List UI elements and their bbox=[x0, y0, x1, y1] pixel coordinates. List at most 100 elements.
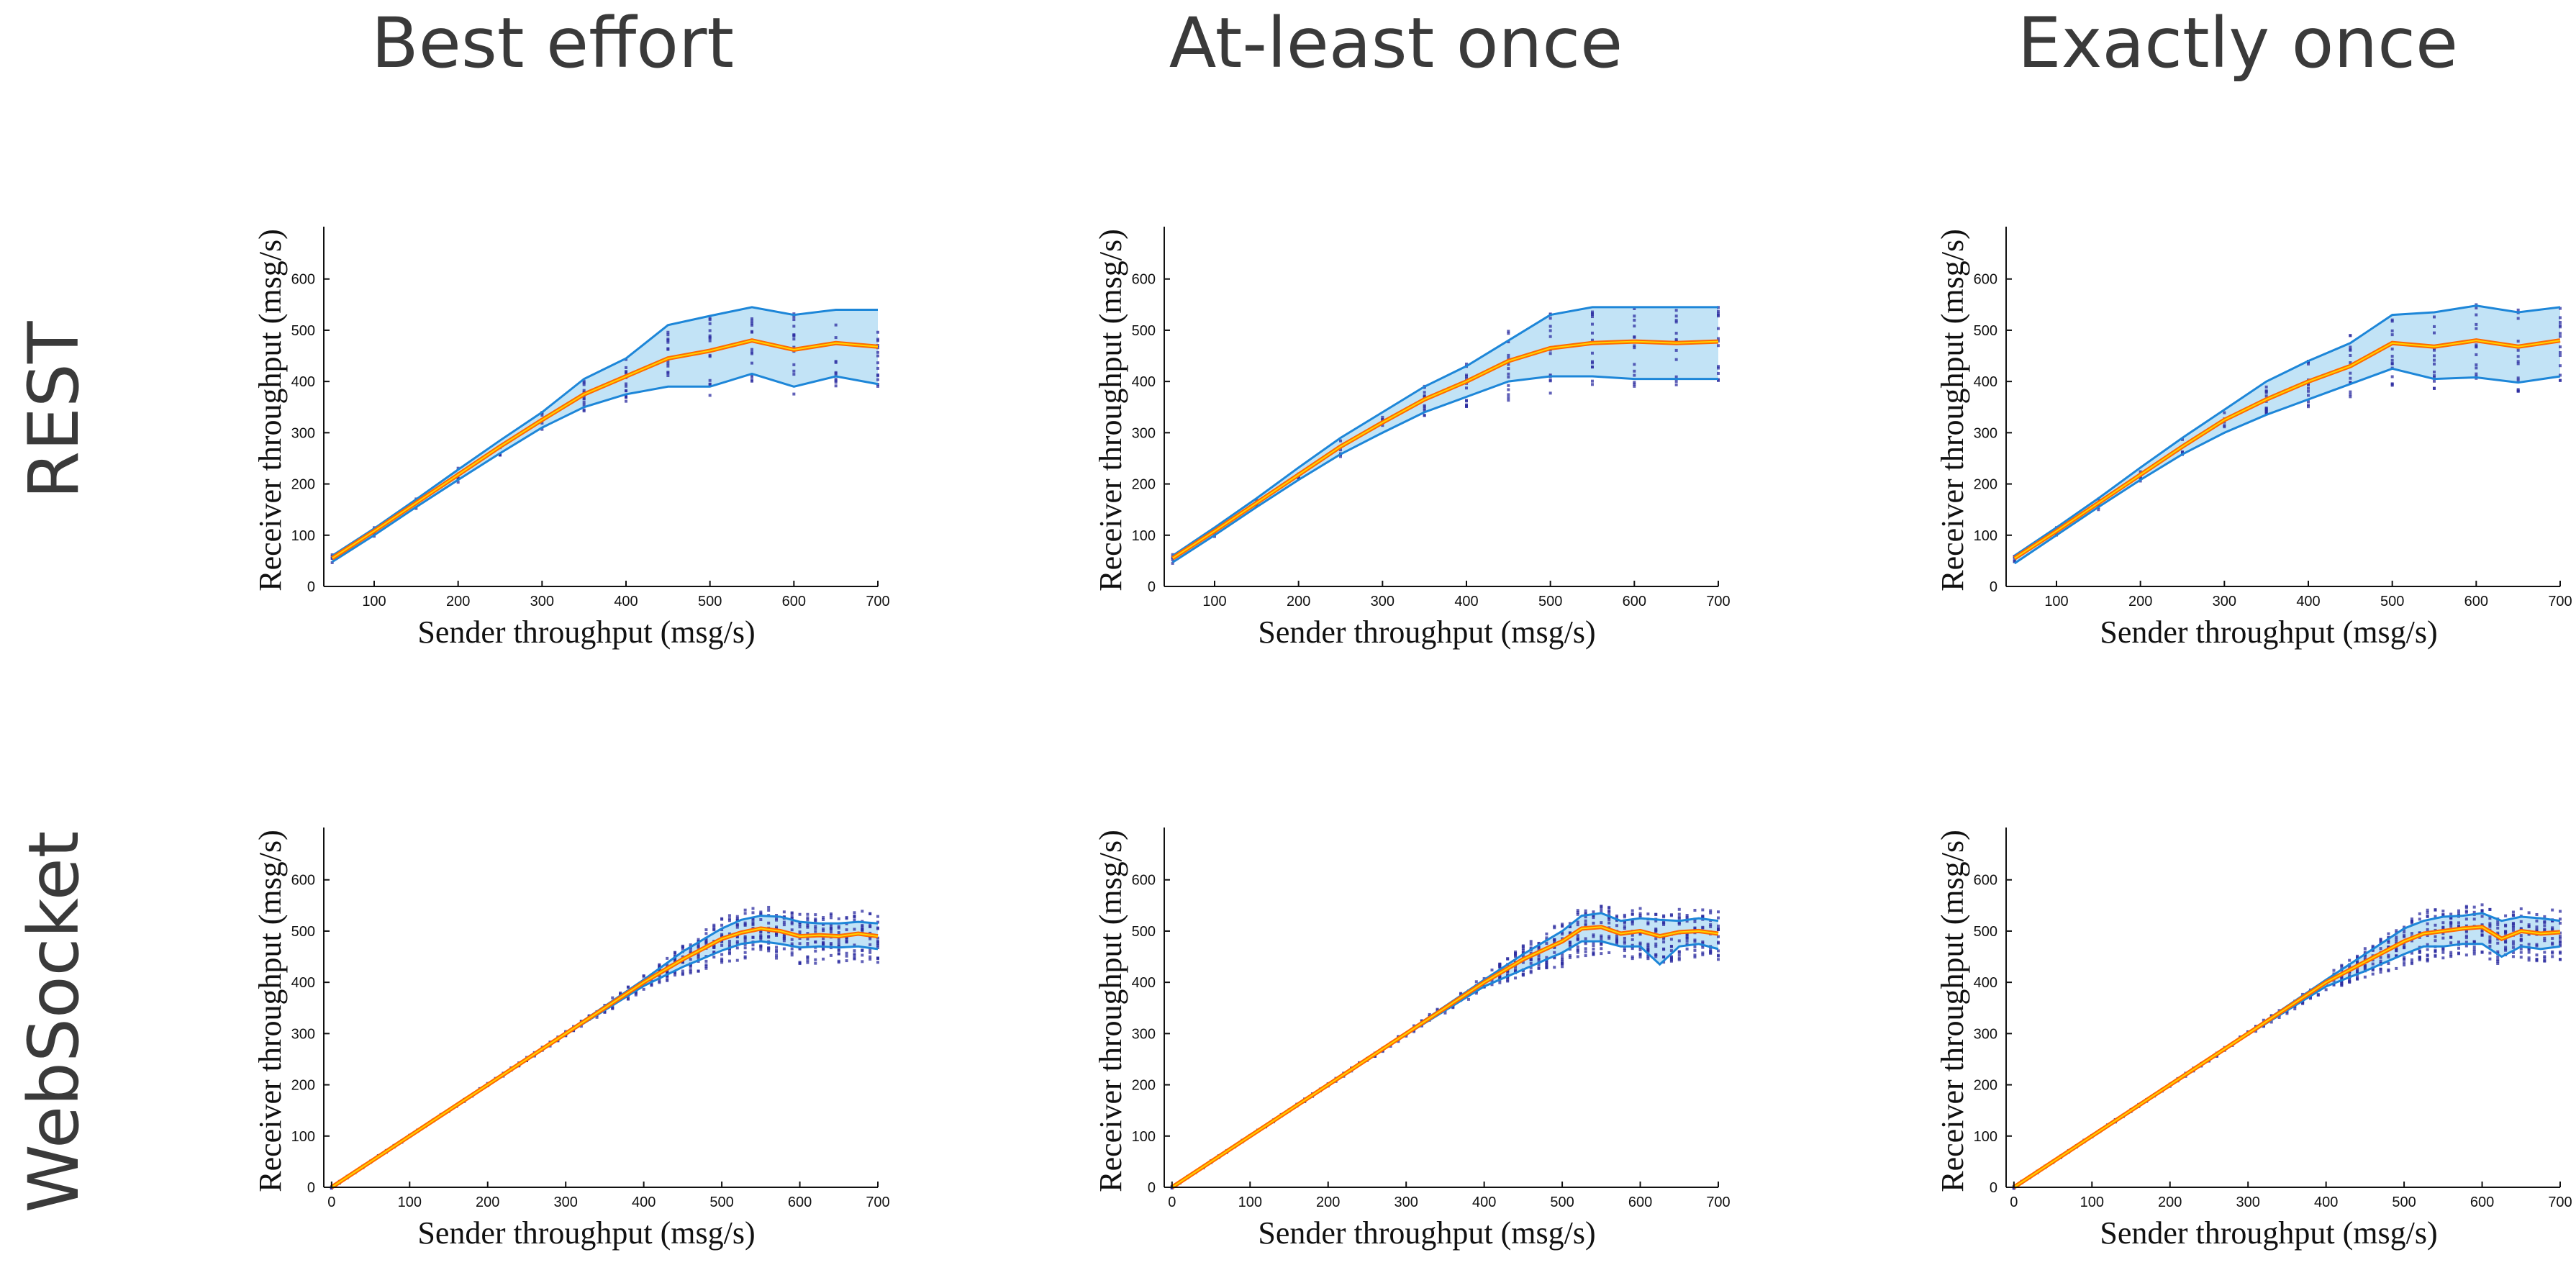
y-tick-label: 200 bbox=[1132, 477, 1156, 493]
data-point bbox=[790, 938, 794, 941]
data-point bbox=[2434, 939, 2437, 943]
y-tick-label: 0 bbox=[307, 1180, 315, 1196]
data-point bbox=[720, 923, 724, 927]
data-point bbox=[1623, 949, 1626, 953]
y-tick-label: 200 bbox=[1132, 1078, 1156, 1094]
series-line-lower bbox=[1171, 375, 1718, 563]
row-label-websocket: WebSocket bbox=[14, 830, 94, 1213]
data-point bbox=[2426, 908, 2429, 912]
data-point bbox=[1607, 935, 1611, 938]
data-point bbox=[2519, 956, 2523, 959]
data-point bbox=[1633, 325, 1636, 328]
y-axis-label: Receiver throughput (msg/s) bbox=[1093, 229, 1128, 591]
data-point bbox=[2349, 371, 2352, 375]
y-axis-label: Receiver throughput (msg/s) bbox=[1935, 830, 1970, 1192]
data-point bbox=[2559, 935, 2562, 938]
data-point bbox=[1576, 920, 1579, 924]
data-point bbox=[2363, 956, 2367, 960]
data-point bbox=[751, 907, 755, 910]
data-point bbox=[853, 949, 856, 953]
data-point bbox=[1600, 907, 1603, 910]
data-point bbox=[1674, 383, 1678, 386]
data-point bbox=[1548, 317, 1552, 320]
series-line-median bbox=[331, 928, 879, 1188]
data-point bbox=[1633, 369, 1636, 373]
data-point bbox=[1717, 344, 1720, 348]
x-tick-label: 700 bbox=[1706, 1194, 1730, 1210]
series-line-lower bbox=[2013, 943, 2561, 1189]
chart-rest-at-least-once: 0 100 200 300 400 500 600 100 200 300 400 500 600 700… bbox=[1063, 180, 1731, 650]
data-point bbox=[2387, 969, 2390, 973]
data-point bbox=[1529, 961, 1533, 965]
scatter-group bbox=[2012, 903, 2562, 1190]
data-point bbox=[712, 946, 716, 949]
data-point bbox=[735, 946, 739, 950]
data-point bbox=[2480, 909, 2484, 912]
data-point bbox=[1701, 941, 1705, 945]
data-point bbox=[2559, 320, 2562, 324]
data-point bbox=[869, 912, 872, 915]
data-point bbox=[1592, 941, 1595, 945]
data-point bbox=[674, 953, 677, 956]
data-point bbox=[1584, 909, 1587, 912]
data-point bbox=[735, 935, 739, 938]
data-point bbox=[735, 925, 739, 929]
data-point bbox=[814, 913, 817, 917]
y-tick-label: 500 bbox=[1974, 323, 1997, 339]
data-point bbox=[2390, 362, 2394, 366]
data-point bbox=[1561, 959, 1564, 963]
data-point bbox=[1545, 966, 1548, 970]
data-point bbox=[790, 942, 794, 946]
data-point bbox=[2559, 345, 2562, 349]
x-tick-label: 300 bbox=[554, 1194, 578, 1210]
x-axis-label: Sender throughput (msg/s) bbox=[1258, 615, 1595, 650]
y-tick-label: 600 bbox=[1974, 873, 1997, 889]
x-tick-label: 0 bbox=[2010, 1194, 2018, 1210]
data-point bbox=[2403, 933, 2406, 937]
data-point bbox=[2356, 954, 2359, 958]
y-tick-label: 200 bbox=[1974, 1078, 1997, 1094]
data-point bbox=[625, 382, 627, 386]
data-point bbox=[1561, 958, 1564, 961]
data-point bbox=[751, 943, 755, 947]
data-point bbox=[2390, 318, 2394, 322]
data-point bbox=[1717, 327, 1720, 330]
data-point bbox=[1591, 338, 1594, 342]
data-point bbox=[704, 932, 708, 935]
x-tick-label: 100 bbox=[2044, 594, 2068, 609]
data-point bbox=[579, 1025, 583, 1028]
data-point bbox=[751, 935, 755, 939]
data-point bbox=[2379, 938, 2382, 941]
data-point bbox=[2013, 558, 2016, 561]
data-point bbox=[790, 922, 794, 925]
data-point bbox=[2379, 956, 2382, 959]
x-tick-label: 700 bbox=[2548, 594, 2572, 609]
data-point bbox=[2496, 923, 2500, 927]
data-point bbox=[650, 984, 653, 987]
data-point bbox=[2340, 964, 2344, 968]
data-point bbox=[666, 371, 670, 375]
data-point bbox=[1507, 363, 1510, 366]
data-point bbox=[1717, 935, 1720, 938]
data-point bbox=[1631, 943, 1634, 947]
data-point bbox=[1638, 912, 1642, 915]
data-point bbox=[2349, 376, 2352, 380]
data-point bbox=[2264, 394, 2268, 398]
data-point bbox=[704, 928, 708, 932]
x-tick-label: 200 bbox=[2128, 594, 2152, 609]
data-point bbox=[834, 378, 838, 381]
data-point bbox=[798, 923, 802, 927]
data-point bbox=[727, 932, 731, 935]
data-point bbox=[1507, 388, 1510, 391]
data-point bbox=[806, 958, 809, 962]
x-tick-label: 200 bbox=[2158, 1194, 2182, 1210]
data-point bbox=[1529, 958, 1533, 961]
data-point bbox=[2559, 951, 2562, 954]
data-point bbox=[1561, 953, 1564, 956]
data-point bbox=[1633, 344, 1636, 348]
data-point bbox=[2363, 967, 2367, 971]
x-axis-label: Sender throughput (msg/s) bbox=[1258, 1215, 1595, 1251]
data-point bbox=[2535, 912, 2539, 916]
data-point bbox=[822, 948, 825, 951]
data-point bbox=[1662, 921, 1666, 925]
